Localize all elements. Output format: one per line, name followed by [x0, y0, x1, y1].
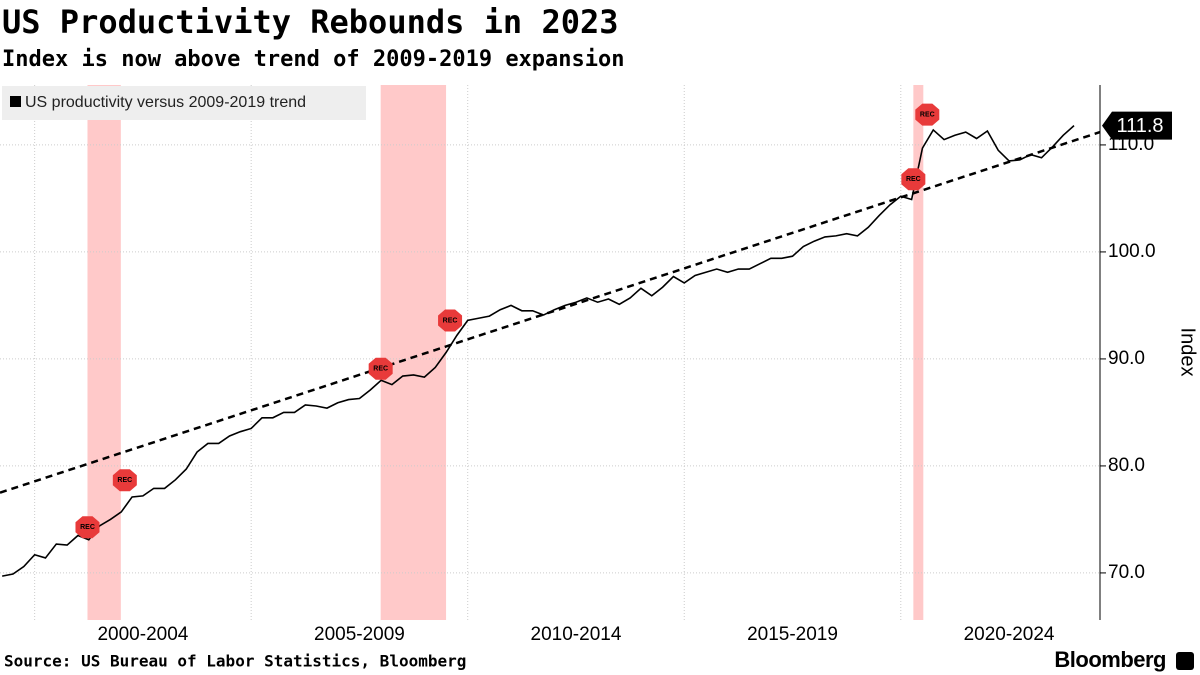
- series-line: [2, 125, 1075, 577]
- recession-marker-shape: [75, 516, 100, 539]
- recession-marker-label: REC: [80, 524, 95, 531]
- x-tick-label: 2015-2019: [747, 624, 838, 645]
- x-tick-label: 2020-2024: [964, 624, 1055, 645]
- x-tick-label: 2000-2004: [97, 624, 188, 645]
- y-axis-label: Index: [1177, 328, 1199, 377]
- legend-box: [2, 86, 366, 120]
- x-tick-label: 2005-2009: [314, 624, 405, 645]
- recession-marker-label: REC: [443, 317, 458, 324]
- last-value-label: 111.8: [1116, 115, 1163, 137]
- recession-marker-shape: [915, 103, 940, 126]
- recession-marker: REC: [368, 357, 393, 380]
- legend-label: US productivity versus 2009-2019 trend: [25, 94, 306, 111]
- recession-marker-shape: [112, 469, 137, 492]
- recession-marker: REC: [438, 309, 463, 332]
- y-tick-label: 90.0: [1108, 348, 1145, 369]
- recession-marker: REC: [75, 516, 100, 539]
- source: Source: US Bureau of Labor Statistics, B…: [4, 652, 466, 671]
- brand: Bloomberg: [1054, 647, 1166, 672]
- y-tick-label: 70.0: [1108, 562, 1145, 583]
- recession-marker-shape: [438, 309, 463, 332]
- recession-marker-label: REC: [373, 366, 388, 373]
- last-value-box: [1102, 111, 1172, 140]
- y-tick-label: 80.0: [1108, 455, 1145, 476]
- recession-marker-shape: [368, 357, 393, 380]
- x-tick-label: 2010-2014: [531, 624, 622, 645]
- recession-marker-shape: [901, 168, 926, 191]
- recession-marker: REC: [915, 103, 940, 126]
- brand-icon: [1176, 652, 1194, 670]
- recession-marker-label: REC: [906, 176, 921, 183]
- recession-marker: REC: [112, 469, 137, 492]
- chart-title: US Productivity Rebounds in 2023: [2, 3, 619, 41]
- recession-marker: REC: [901, 168, 926, 191]
- recession-band: [380, 85, 447, 620]
- y-tick-label: 100.0: [1108, 241, 1156, 262]
- recession-band: [913, 85, 924, 620]
- legend-swatch: [10, 96, 21, 107]
- recession-marker-label: REC: [117, 477, 132, 484]
- chart-subtitle: Index is now above trend of 2009-2019 ex…: [2, 47, 625, 72]
- recession-band: [87, 85, 121, 620]
- recession-marker-label: REC: [920, 112, 935, 119]
